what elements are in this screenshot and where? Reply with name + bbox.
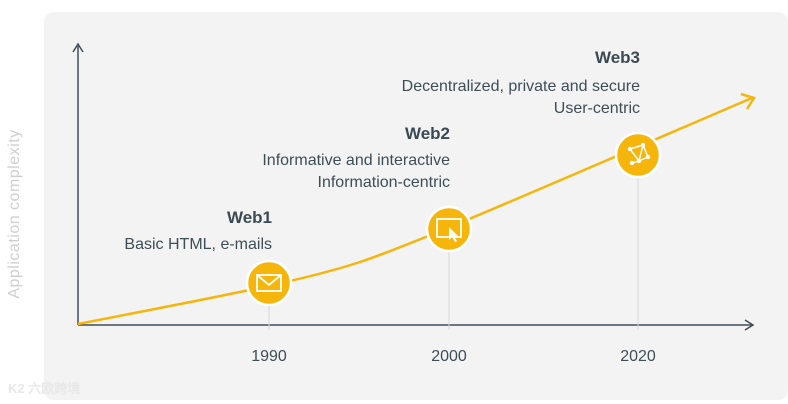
era-desc-line: Basic HTML, e-mails <box>124 236 272 253</box>
diagram-panel <box>44 12 788 400</box>
era-desc-line: Informative and interactive <box>262 152 450 169</box>
watermark: K2 六欧跨境 <box>8 381 81 396</box>
year-label-2020: 2020 <box>620 348 656 365</box>
era-desc-web3: Decentralized, private and secure User-c… <box>402 76 640 120</box>
era-title-web2: Web2 <box>404 124 450 143</box>
growth-curve <box>77 96 753 326</box>
year-label-1990: 1990 <box>251 348 287 365</box>
growth-curve-arrowhead <box>740 92 756 110</box>
screen-cursor-icon <box>425 205 473 253</box>
era-desc-web2: Informative and interactive Information-… <box>262 150 450 194</box>
era-desc-line: Decentralized, private and secure <box>401 78 640 95</box>
network-nodes-icon <box>614 131 662 179</box>
era-desc-web1: Basic HTML, e-mails <box>124 234 272 256</box>
era-desc-line: Information-centric <box>317 174 451 191</box>
envelope-icon <box>245 259 293 307</box>
era-desc-line: User-centric <box>553 100 640 117</box>
y-axis-arrowhead <box>72 42 84 53</box>
era-title-web1: Web1 <box>226 208 272 227</box>
year-label-2000: 2000 <box>431 348 467 365</box>
era-title-web3: Web3 <box>594 48 640 67</box>
x-axis-arrowhead <box>744 319 755 331</box>
